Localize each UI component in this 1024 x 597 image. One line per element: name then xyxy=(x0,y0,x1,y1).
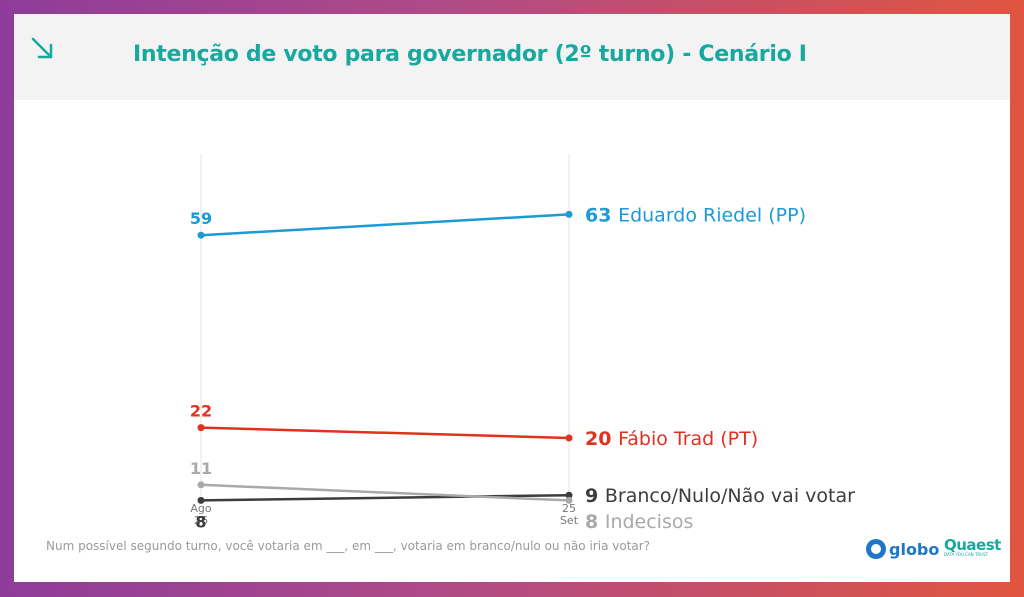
data-point xyxy=(197,481,205,489)
series-line-3 xyxy=(200,493,570,502)
end-value-label: 9 xyxy=(585,485,605,507)
series-name-label: Fábio Trad (PT) xyxy=(618,428,758,450)
end-value-label: 8 xyxy=(585,511,605,533)
series-end-label: 9 Branco/Nulo/Não vai votar xyxy=(585,485,855,507)
end-value-label: 63 xyxy=(585,204,618,226)
series-line-1 xyxy=(200,213,570,237)
start-value-label: 59 xyxy=(190,209,212,228)
quaest-logo-text: Quaest xyxy=(944,536,1001,554)
series-name-label: Eduardo Riedel (PP) xyxy=(618,204,806,226)
series-name-label: Indecisos xyxy=(605,511,694,533)
x-tick-label: Set xyxy=(560,514,579,527)
start-value-label: 8 xyxy=(195,512,206,531)
start-value-label: 22 xyxy=(190,402,212,421)
question-footnote: Num possível segundo turno, você votaria… xyxy=(46,539,651,553)
quaest-logo: Quaest DATA YOU CAN TRUST xyxy=(944,536,1004,557)
data-point xyxy=(197,231,205,239)
globo-logo: globo xyxy=(866,538,939,560)
series-line-2 xyxy=(200,426,570,440)
series-line-4 xyxy=(200,483,570,502)
data-point xyxy=(565,491,573,499)
data-point xyxy=(197,496,205,504)
data-point xyxy=(565,496,573,504)
chart-header: Intenção de voto para governador (2º tur… xyxy=(14,14,1010,100)
series-end-label: 20 Fábio Trad (PT) xyxy=(585,428,758,450)
series-end-label: 8 Indecisos xyxy=(585,511,693,533)
data-point xyxy=(565,434,573,442)
x-tick-label: 25 xyxy=(562,502,576,515)
globo-mark-icon xyxy=(866,539,886,559)
quaest-tagline: DATA YOU CAN TRUST xyxy=(944,552,989,557)
data-point xyxy=(565,210,573,218)
chart-card: Intenção de voto para governador (2º tur… xyxy=(14,14,1010,582)
end-value-label: 20 xyxy=(585,428,618,450)
start-value-label: 11 xyxy=(190,459,212,478)
series-end-label: 63 Eduardo Riedel (PP) xyxy=(585,204,806,226)
x-tick-label: Ago xyxy=(190,502,212,515)
series-name-label: Branco/Nulo/Não vai votar xyxy=(605,485,855,507)
x-tick-label: 26 xyxy=(194,514,208,527)
globo-logo-text: globo xyxy=(889,539,940,559)
data-point xyxy=(197,424,205,432)
arrow-down-right-icon xyxy=(31,37,53,59)
chart-title: Intenção de voto para governador (2º tur… xyxy=(133,42,807,67)
